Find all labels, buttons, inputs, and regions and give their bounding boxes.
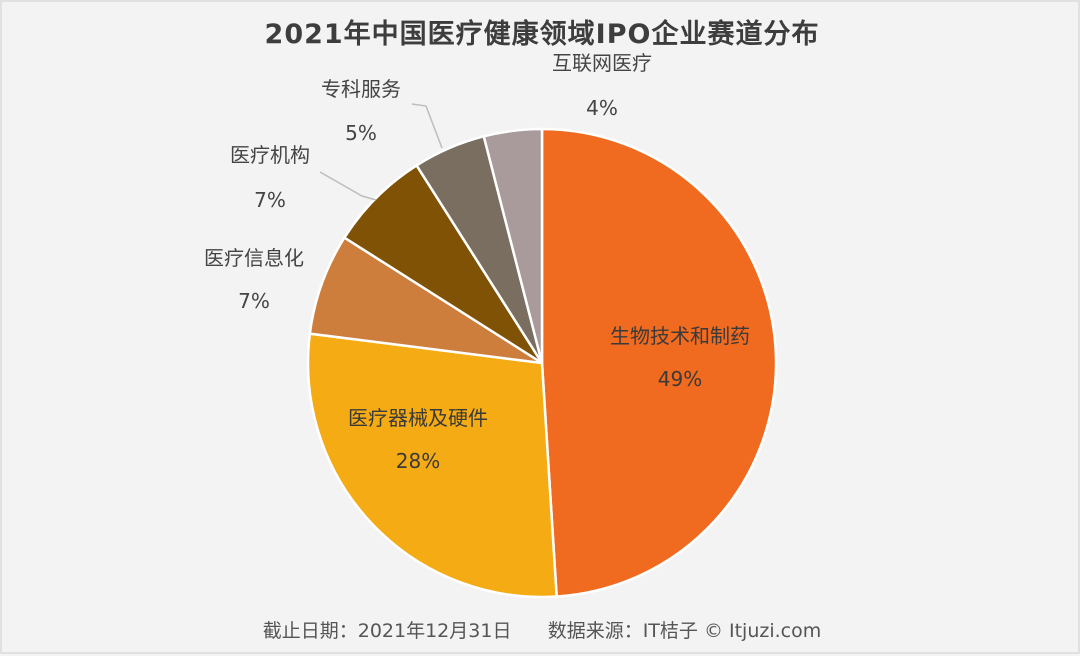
slice-percent-label: 28% — [396, 449, 440, 473]
leader-line — [319, 171, 377, 201]
leader-line — [411, 103, 443, 149]
pie-slice — [308, 235, 543, 365]
footer-date: 截止日期：2021年12月31日 — [262, 620, 512, 642]
slice-percent-label: 5% — [345, 121, 377, 145]
slice-label: 医疗机构 — [230, 143, 310, 167]
slice-percent-label: 49% — [658, 367, 702, 391]
slice-label: 医疗器械及硬件 — [348, 406, 488, 430]
pie-slice — [342, 163, 544, 365]
pie-slice — [306, 332, 559, 599]
footer-source: 数据来源：IT桔子 © Itjuzi.com — [547, 620, 822, 642]
chart-footer: 截止日期：2021年12月31日 数据来源：IT桔子 © Itjuzi.com — [2, 616, 1080, 643]
slice-label: 专科服务 — [321, 77, 401, 101]
slice-percent-label: 7% — [238, 289, 270, 313]
chart-title: 2021年中国医疗健康领域IPO企业赛道分布 — [264, 19, 820, 50]
slice-label: 生物技术和制药 — [610, 324, 750, 348]
slice-percent-label: 4% — [586, 96, 618, 120]
slice-percent-label: 7% — [254, 188, 286, 212]
pie-slice — [540, 127, 778, 598]
slice-label: 医疗信息化 — [204, 246, 304, 270]
pie-slice — [482, 127, 544, 364]
slice-label: 互联网医疗 — [552, 51, 652, 75]
